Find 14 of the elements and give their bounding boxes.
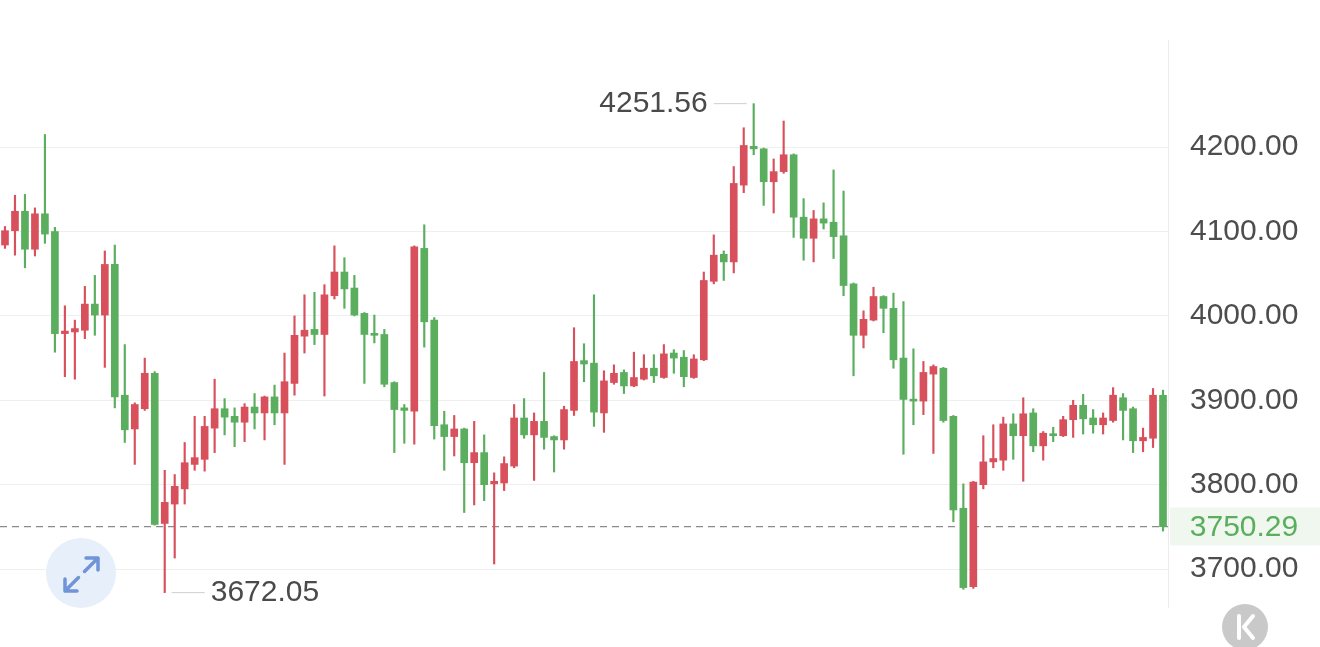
y-tick-label: 4100.00	[1189, 212, 1299, 246]
y-tick-label: 3800.00	[1189, 465, 1299, 499]
candlestick	[879, 295, 888, 334]
annotation: 4251.56	[599, 84, 708, 118]
candlestick	[310, 291, 319, 345]
y-tick-label: 3700.00	[1189, 550, 1299, 584]
y-tick-label: 4000.00	[1189, 297, 1299, 331]
annotation: 3672.05	[210, 573, 320, 607]
candlestick	[899, 301, 908, 455]
y-tick-label: 4200.00	[1189, 128, 1299, 162]
y-tick-label: 3900.00	[1189, 381, 1299, 415]
ref-line-label: 3750.29	[1189, 508, 1299, 542]
candlestick	[280, 352, 289, 465]
candlestick	[829, 169, 838, 259]
